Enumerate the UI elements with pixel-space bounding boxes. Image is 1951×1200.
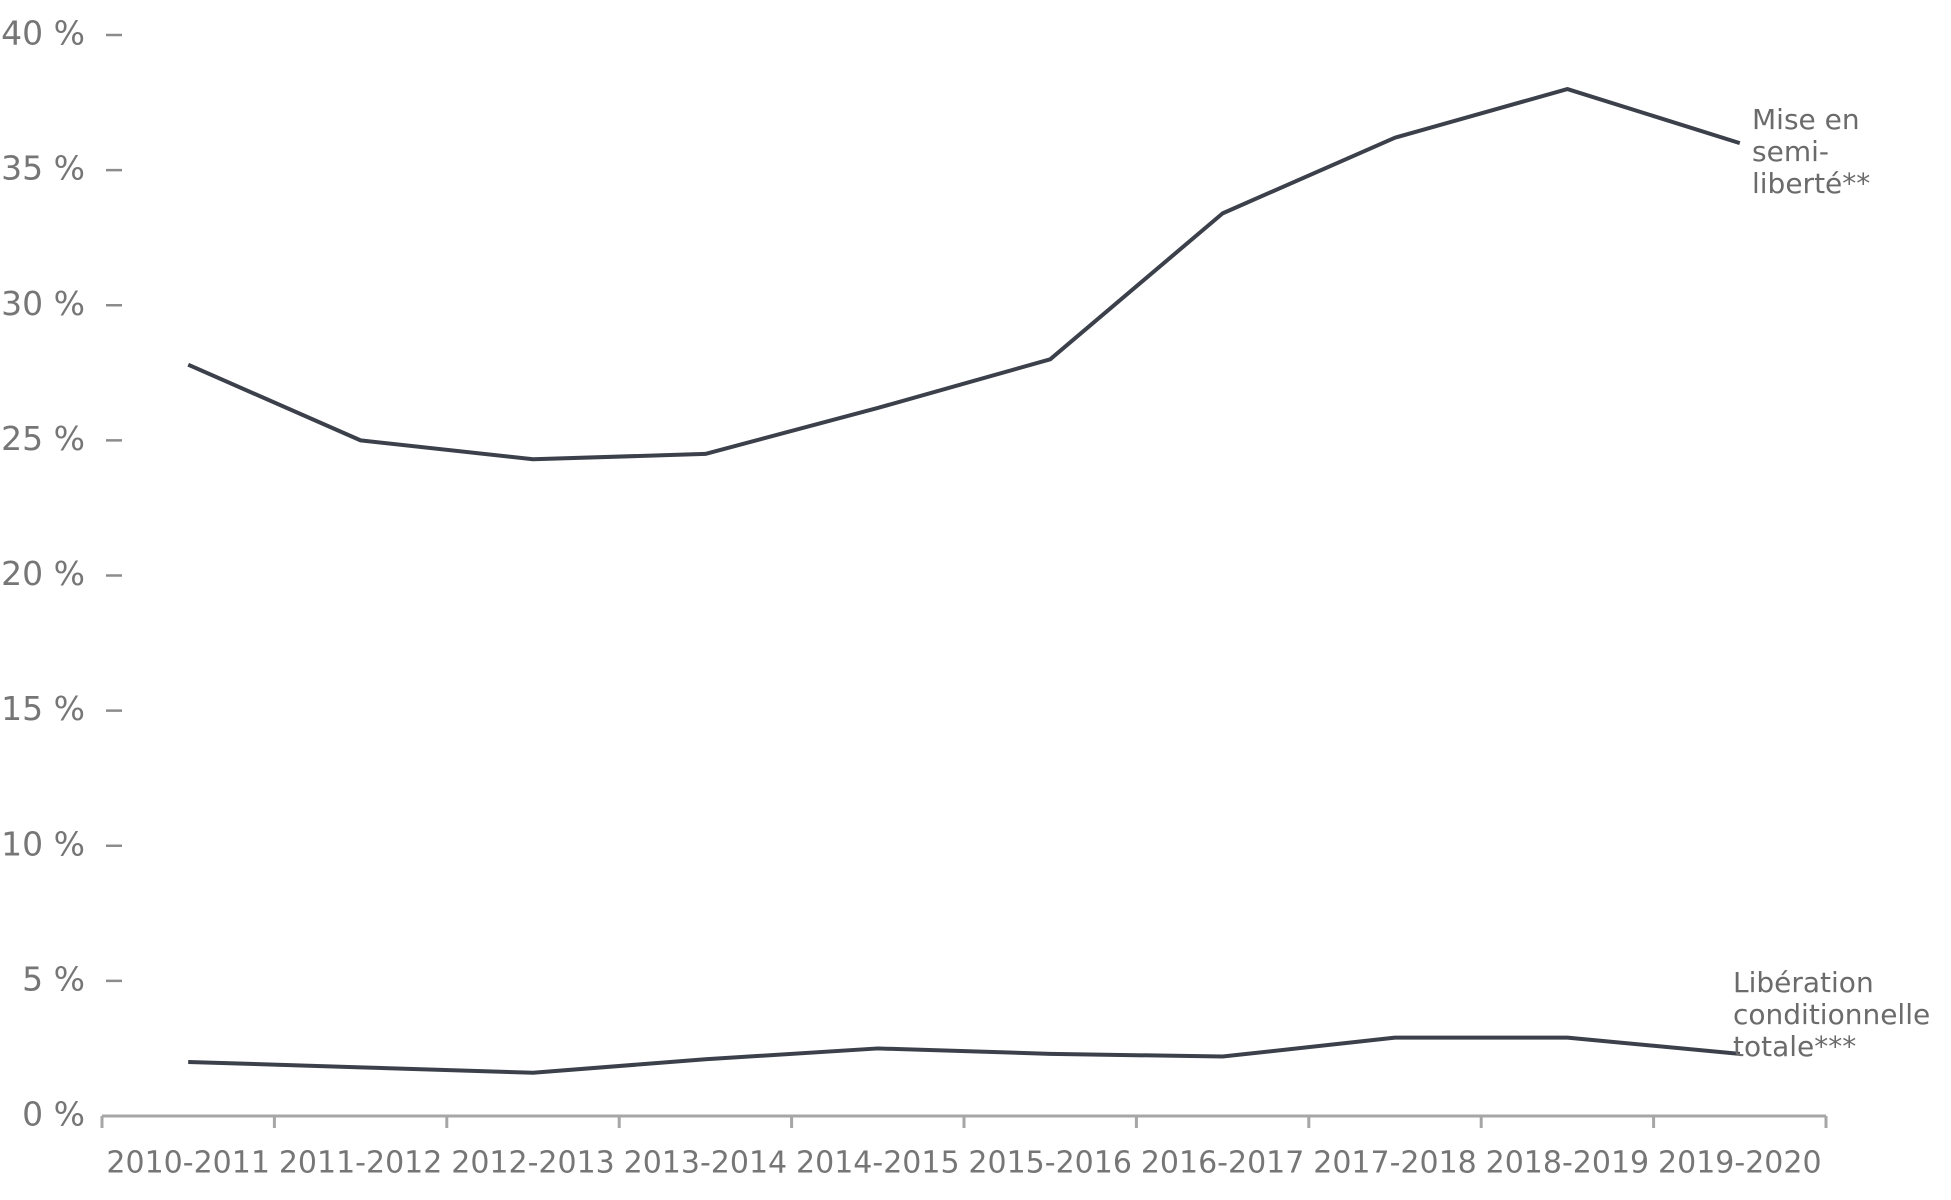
- series-label: Mise en semi-liberté**: [1752, 104, 1871, 200]
- y-tick-label: 5 %: [22, 959, 85, 998]
- y-tick-label: 40 %: [1, 14, 85, 53]
- x-tick-label: 2013-2014: [624, 1146, 788, 1181]
- series-line: [188, 1035, 1740, 1075]
- y-tick-label: 35 %: [1, 149, 85, 188]
- y-tick-label: 30 %: [1, 284, 85, 323]
- x-tick-label: 2010-2011: [106, 1146, 270, 1181]
- x-tick-label: 2012-2013: [451, 1146, 615, 1181]
- x-tick-label: 2015-2016: [968, 1146, 1132, 1181]
- x-tick-label: 2019-2020: [1658, 1146, 1822, 1181]
- y-tick-label: 25 %: [1, 419, 85, 458]
- series-label-box: Libération conditionnelle totale***: [1733, 967, 1931, 1063]
- y-tick-label: 10 %: [1, 824, 85, 863]
- series-line: [187, 87, 1741, 462]
- x-tick-label: 2018-2019: [1486, 1146, 1650, 1181]
- x-tick-label: 2014-2015: [796, 1146, 960, 1181]
- series-label: Libération conditionnelle totale***: [1733, 967, 1931, 1063]
- x-tick-label: 2016-2017: [1141, 1146, 1305, 1181]
- y-tick-label: 0 %: [22, 1095, 85, 1134]
- y-tick-label: 15 %: [1, 689, 85, 728]
- x-tick-label: 2017-2018: [1313, 1146, 1477, 1181]
- series-label-box: Mise en semi-liberté**: [1752, 104, 1871, 200]
- x-tick-label: 2011-2012: [279, 1146, 443, 1181]
- y-tick-label: 20 %: [1, 554, 85, 593]
